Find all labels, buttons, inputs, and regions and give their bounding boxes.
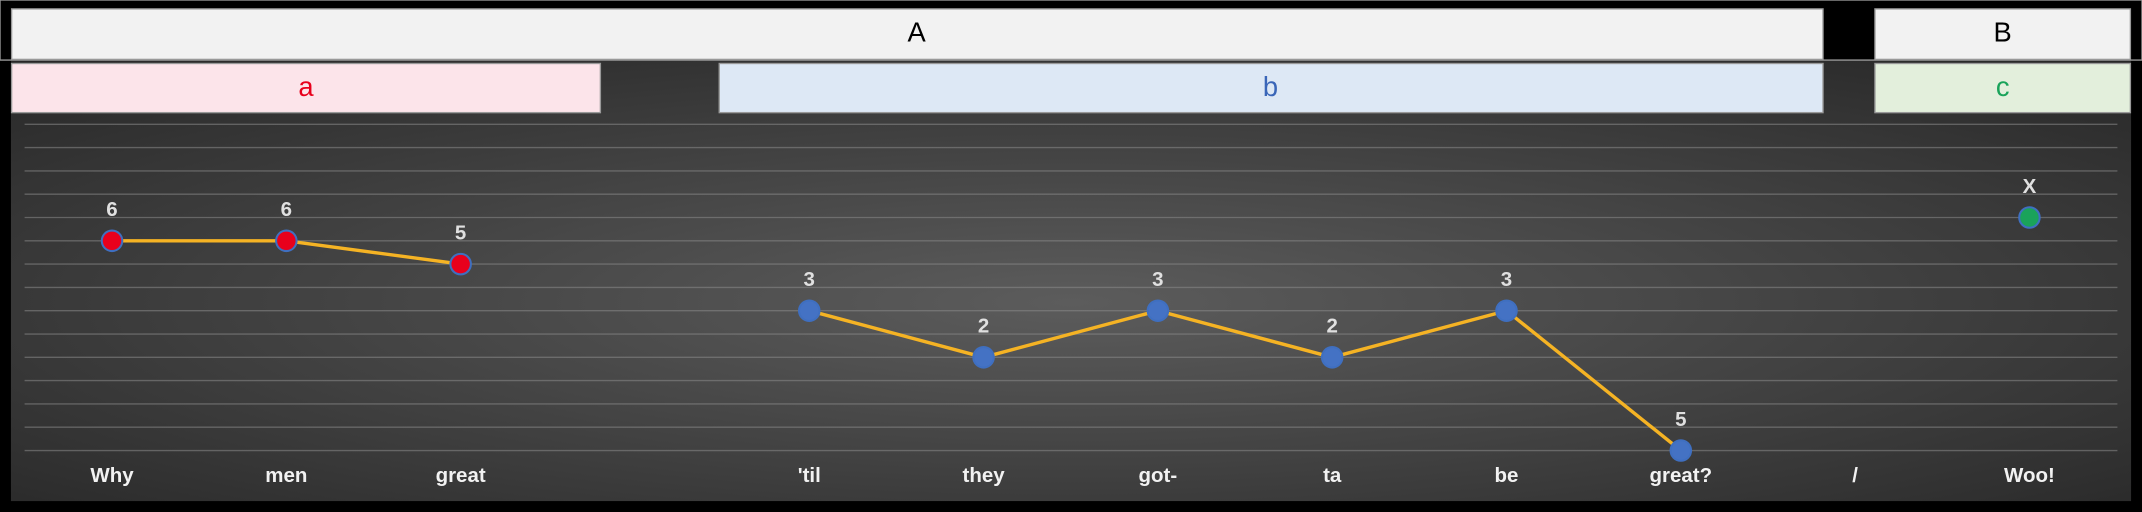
data-label: 3 [804, 268, 815, 291]
data-label: 3 [1501, 268, 1512, 291]
subgroup-label: b [1263, 71, 1278, 102]
data-point [100, 229, 124, 253]
data-point [1669, 439, 1693, 462]
x-tick-label: Woo! [2004, 464, 2055, 487]
data-point [1320, 346, 1344, 369]
data-point [972, 346, 995, 369]
data-point [1495, 299, 1518, 322]
x-tick-label: ta [1323, 464, 1342, 487]
data-point [275, 229, 298, 253]
data-point [797, 299, 821, 322]
x-tick-label: great [436, 464, 486, 487]
data-label: 2 [978, 315, 989, 338]
x-tick-label: / [1852, 464, 1858, 487]
subgroup-label: c [1996, 71, 2010, 102]
x-tick-label: great? [1650, 464, 1713, 487]
data-label: 2 [1326, 315, 1337, 338]
x-tick-label: 'til [798, 464, 821, 487]
data-label: 6 [106, 198, 117, 221]
group-box [1874, 8, 2132, 61]
group-box [10, 8, 1824, 61]
x-tick-label: men [265, 464, 307, 487]
x-tick-label: they [963, 464, 1006, 487]
data-label: 5 [1675, 408, 1686, 431]
data-label: 6 [281, 198, 292, 221]
subgroup-box [718, 62, 1824, 114]
group-label: A [908, 16, 927, 47]
subgroup-box [1874, 62, 2132, 114]
x-tick-label: got- [1139, 464, 1178, 487]
x-tick-label: Why [90, 464, 134, 487]
plot-area [10, 60, 2132, 502]
series-line [808, 308, 1682, 452]
data-point [2018, 206, 2041, 229]
grid [24, 123, 2118, 452]
x-tick-label: be [1495, 464, 1519, 487]
data-point [1146, 299, 1170, 322]
data-point [449, 252, 472, 276]
subgroup-label: a [298, 71, 314, 102]
data-label: 5 [455, 221, 466, 244]
subgroup-box [10, 62, 602, 114]
data-label: X [2023, 175, 2037, 198]
group-label: B [1994, 16, 2012, 47]
data-label: 3 [1152, 268, 1163, 291]
